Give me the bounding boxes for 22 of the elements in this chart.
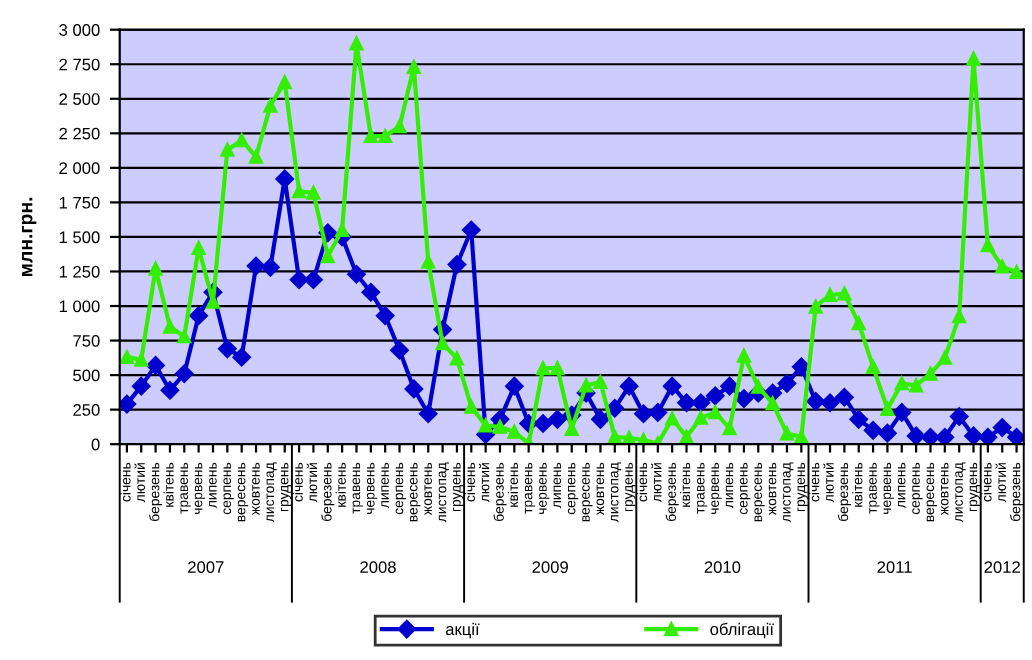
y-tick-label: 0 <box>91 438 100 451</box>
y-tick-label: 750 <box>73 334 100 347</box>
y-tick-label: 3 000 <box>59 24 100 36</box>
y-tick-label: 2 250 <box>59 127 100 140</box>
y-tick-label: 1 750 <box>59 196 100 209</box>
y-tick-label: 250 <box>73 404 100 416</box>
text: 2010 <box>704 561 741 573</box>
text: 2009 <box>532 561 568 573</box>
y-tick-label: 1 000 <box>59 300 100 313</box>
legend-label: облігації <box>710 622 774 639</box>
y-tick-label: 1 500 <box>59 231 100 244</box>
y-tick-label: 2 000 <box>59 162 100 175</box>
y-tick-label: 1 250 <box>59 265 100 278</box>
text: 2011 <box>877 561 912 573</box>
text: 2007 <box>188 561 224 573</box>
y-axis-title: млн.грн. <box>21 197 37 277</box>
legend-label: акції <box>445 622 480 639</box>
text: 2008 <box>360 561 396 573</box>
y-tick-label: 2 750 <box>59 58 100 71</box>
text: 2012 <box>984 561 1020 573</box>
y-tick-label: 500 <box>73 369 100 382</box>
y-tick-label: 2 500 <box>59 93 100 105</box>
